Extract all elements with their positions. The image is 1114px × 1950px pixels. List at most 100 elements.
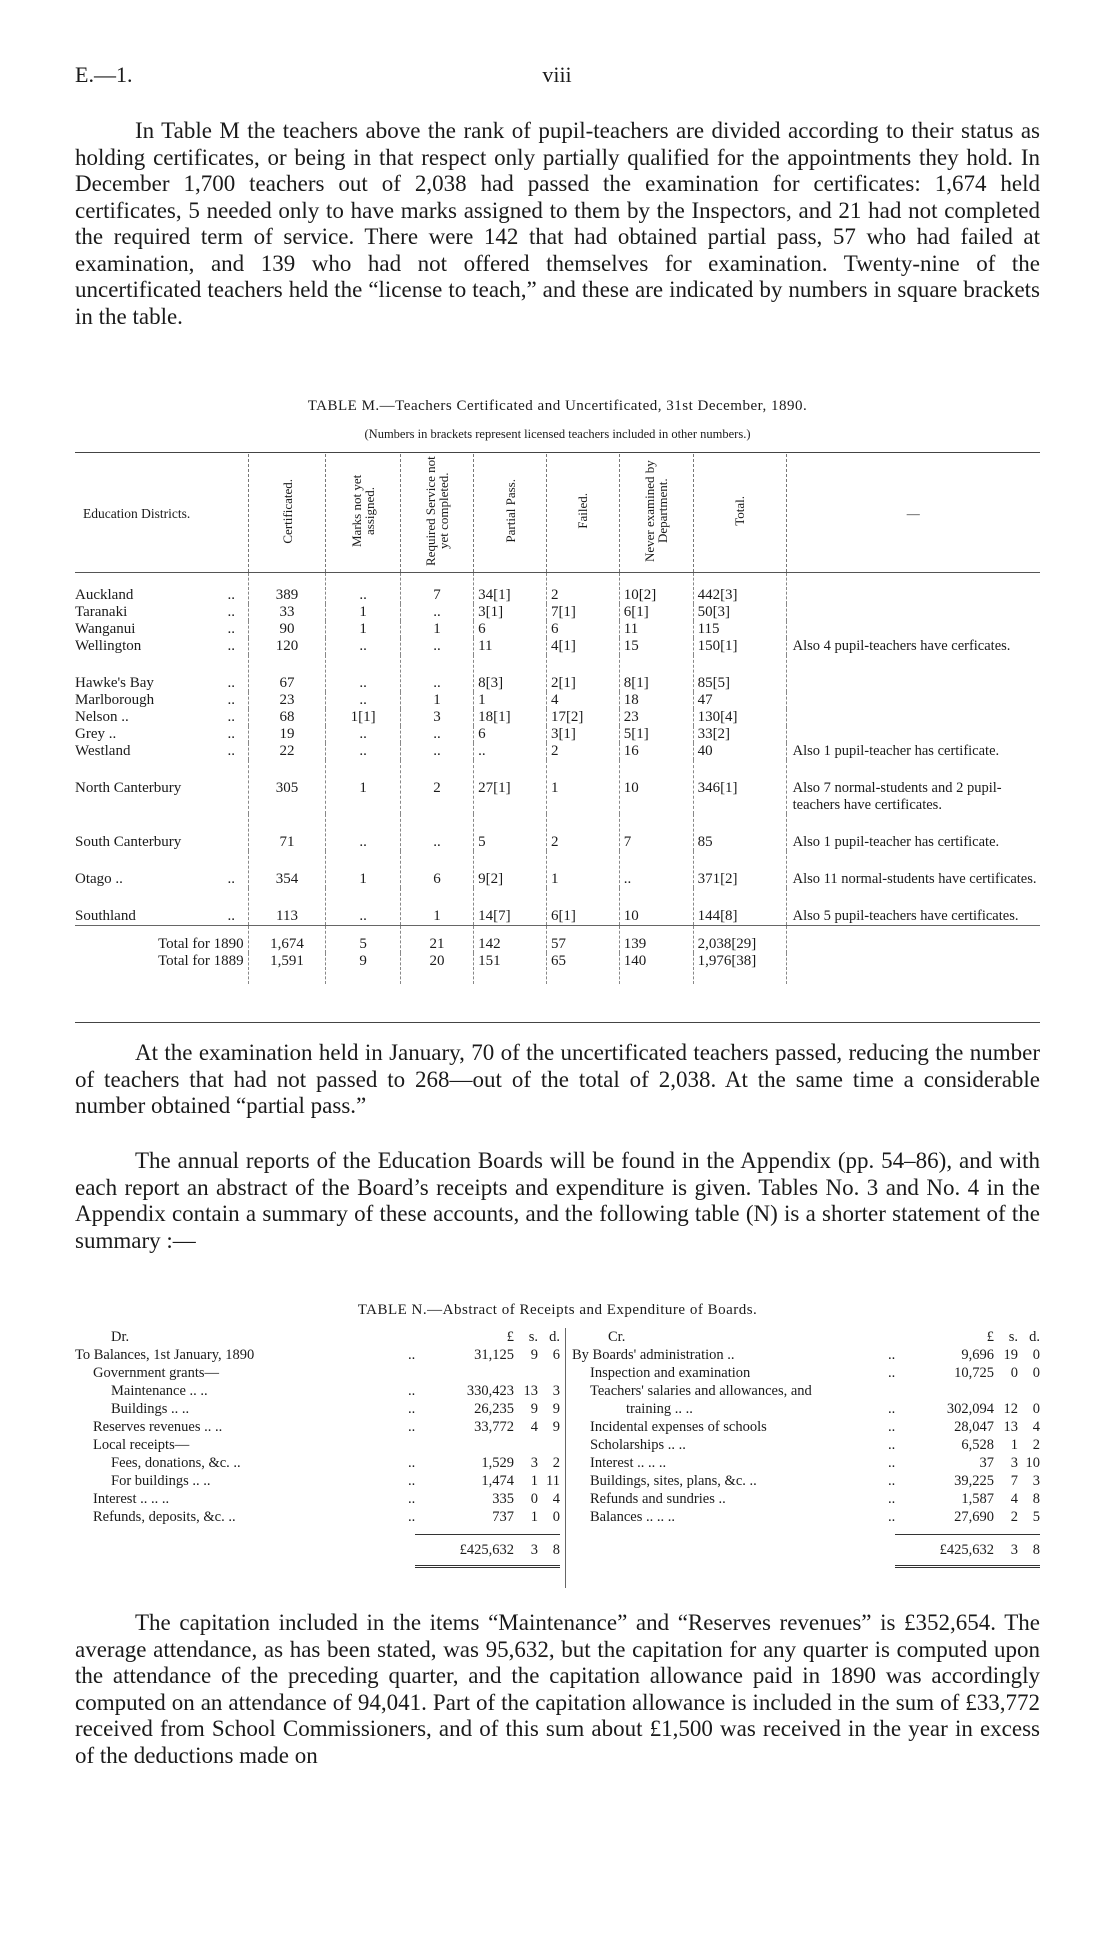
district-cell: Otago ....	[75, 851, 248, 888]
table-n-debit: Dr. £ s. d. To Balances, 1st January, 1890..…	[75, 1328, 560, 1568]
data-cell: ..	[473, 743, 547, 760]
total-pence: 8	[552, 1542, 560, 1558]
pounds-unit: £	[506, 1329, 514, 1345]
pence: 0	[1032, 1401, 1040, 1417]
data-cell: 6[1]	[545, 888, 620, 926]
district-name: North Canterbury	[75, 780, 182, 796]
shillings-unit: s.	[528, 1329, 538, 1345]
paragraph-3: The annual reports of the Education Boar…	[75, 1148, 1040, 1253]
total-cell: 21	[399, 925, 474, 953]
page-code: E.—1.	[75, 62, 133, 87]
cr-heading: Cr.	[608, 1329, 626, 1345]
ledger-row: Balances .. .. .... 27,690 2 5	[572, 1508, 1040, 1526]
data-cell: 115	[692, 621, 787, 638]
data-cell: 1	[545, 851, 620, 888]
district: Southland..	[75, 908, 235, 925]
ledger-label: To Balances, 1st January, 1890	[75, 1347, 255, 1363]
data-cell: 8[3]	[473, 655, 547, 692]
ledger-row: Incidental expenses of schools.. 28,047 13…	[572, 1418, 1040, 1436]
total-cell: 2,038[29]	[692, 925, 787, 953]
pounds: 9,696	[961, 1347, 994, 1363]
pence: 11	[546, 1473, 560, 1489]
data-cell: 9[2]	[473, 851, 547, 888]
district-cell: Southland..	[75, 888, 248, 926]
shillings: 13	[523, 1383, 539, 1399]
ledger-label: Interest .. .. ..	[93, 1491, 170, 1507]
data-cell: ..	[325, 638, 401, 655]
pounds: 39,225	[954, 1473, 994, 1489]
pence: 8	[1032, 1491, 1040, 1507]
pounds-unit: £	[986, 1329, 994, 1345]
column-header: Failed.	[545, 454, 620, 573]
district-name: Taranaki	[75, 604, 128, 620]
pence: 4	[552, 1491, 560, 1507]
column-header: Required Service not yet completed.	[399, 454, 474, 573]
ledger-row: Fees, donations, &c. .... 1,529 3 2	[75, 1454, 560, 1472]
data-cell: 1	[325, 851, 401, 888]
leader-dots: ..	[888, 1509, 896, 1525]
data-cell: 18[1]	[473, 709, 547, 726]
table-row: Southland.. 113.. 1 14[7] 6[1] 10 144[8] Also 5…	[75, 888, 1040, 926]
data-cell: 346[1]	[692, 760, 787, 814]
column-header: Never examined by Department.	[618, 454, 694, 573]
leader-dots: ..	[408, 1419, 416, 1435]
data-cell: 7	[399, 572, 474, 604]
column-header: Certificated.	[247, 454, 326, 573]
total-label: Total for 1890	[75, 925, 249, 953]
data-cell: ..	[325, 888, 401, 926]
district-cell: North Canterbury	[75, 760, 248, 814]
data-cell: 120	[247, 638, 326, 655]
leader-dots: ..	[888, 1473, 896, 1489]
ledger-row: By Boards' administration .... 9,696 19 0	[572, 1346, 1040, 1364]
leader-dots: ..	[408, 1473, 416, 1489]
leader-dots: ..	[227, 726, 236, 742]
column-header-label: Education Districts.	[83, 505, 191, 521]
data-cell: 1	[473, 692, 547, 709]
district: North Canterbury	[75, 780, 235, 797]
column-header: Education Districts.	[75, 454, 249, 573]
data-cell: 47	[692, 692, 787, 709]
data-cell: 354	[247, 851, 326, 888]
ledger-row: Scholarships .. .... 6,528 1 2	[572, 1436, 1040, 1454]
data-cell: ..	[325, 655, 401, 692]
ledger-label: Fees, donations, &c. ..	[111, 1455, 241, 1471]
ledger-label: Buildings .. ..	[111, 1401, 190, 1417]
data-cell: 2	[399, 760, 474, 814]
remark-cell: Also 4 pupil-teachers have cerficates.	[785, 638, 1040, 655]
cr-total-rule	[895, 1534, 1040, 1535]
data-cell: 33[2]	[692, 726, 787, 743]
district: Auckland..	[75, 587, 235, 604]
district: Westland..	[75, 743, 235, 760]
data-cell: 144[8]	[692, 888, 787, 926]
pence: 6	[552, 1347, 560, 1363]
pence: 5	[1032, 1509, 1040, 1525]
data-cell: 71	[247, 814, 326, 851]
data-cell: 7[1]	[545, 604, 620, 621]
column-header-label: —	[906, 505, 920, 521]
data-cell: ..	[399, 743, 474, 760]
district: Otago ....	[75, 871, 235, 888]
data-cell: 1	[399, 888, 474, 926]
table-m-top-rule	[75, 452, 1040, 453]
table-n-title: TABLE N.—Abstract of Receipts and Expend…	[357, 1302, 758, 1318]
shillings: 9	[530, 1347, 538, 1363]
data-cell: 85[5]	[692, 655, 787, 692]
pounds: 1,529	[481, 1455, 514, 1471]
leader-dots: ..	[408, 1383, 416, 1399]
data-cell: 40	[692, 743, 787, 760]
table-m-subtitle: (Numbers in brackets represent licensed …	[364, 427, 751, 441]
district-cell: South Canterbury	[75, 814, 248, 851]
table-row: Grey .... 19.... 6 3[1] 5[1] 33[2]	[75, 726, 1040, 743]
column-header: Partial Pass.	[473, 454, 547, 573]
table-row: Auckland.. 389.. 7 34[1] 2 10[2] 442[3]	[75, 572, 1040, 604]
shillings: 7	[1010, 1473, 1018, 1489]
shillings: 2	[1010, 1509, 1018, 1525]
total-cell: 57	[545, 925, 620, 953]
column-header: —	[785, 454, 1040, 573]
leader-dots: ..	[888, 1365, 896, 1381]
leader-dots: ..	[227, 604, 236, 620]
leader-dots: ..	[408, 1491, 416, 1507]
total-cell: 20	[399, 953, 474, 984]
pounds: 302,094	[946, 1401, 994, 1417]
column-header-label: Failed.	[575, 493, 591, 529]
